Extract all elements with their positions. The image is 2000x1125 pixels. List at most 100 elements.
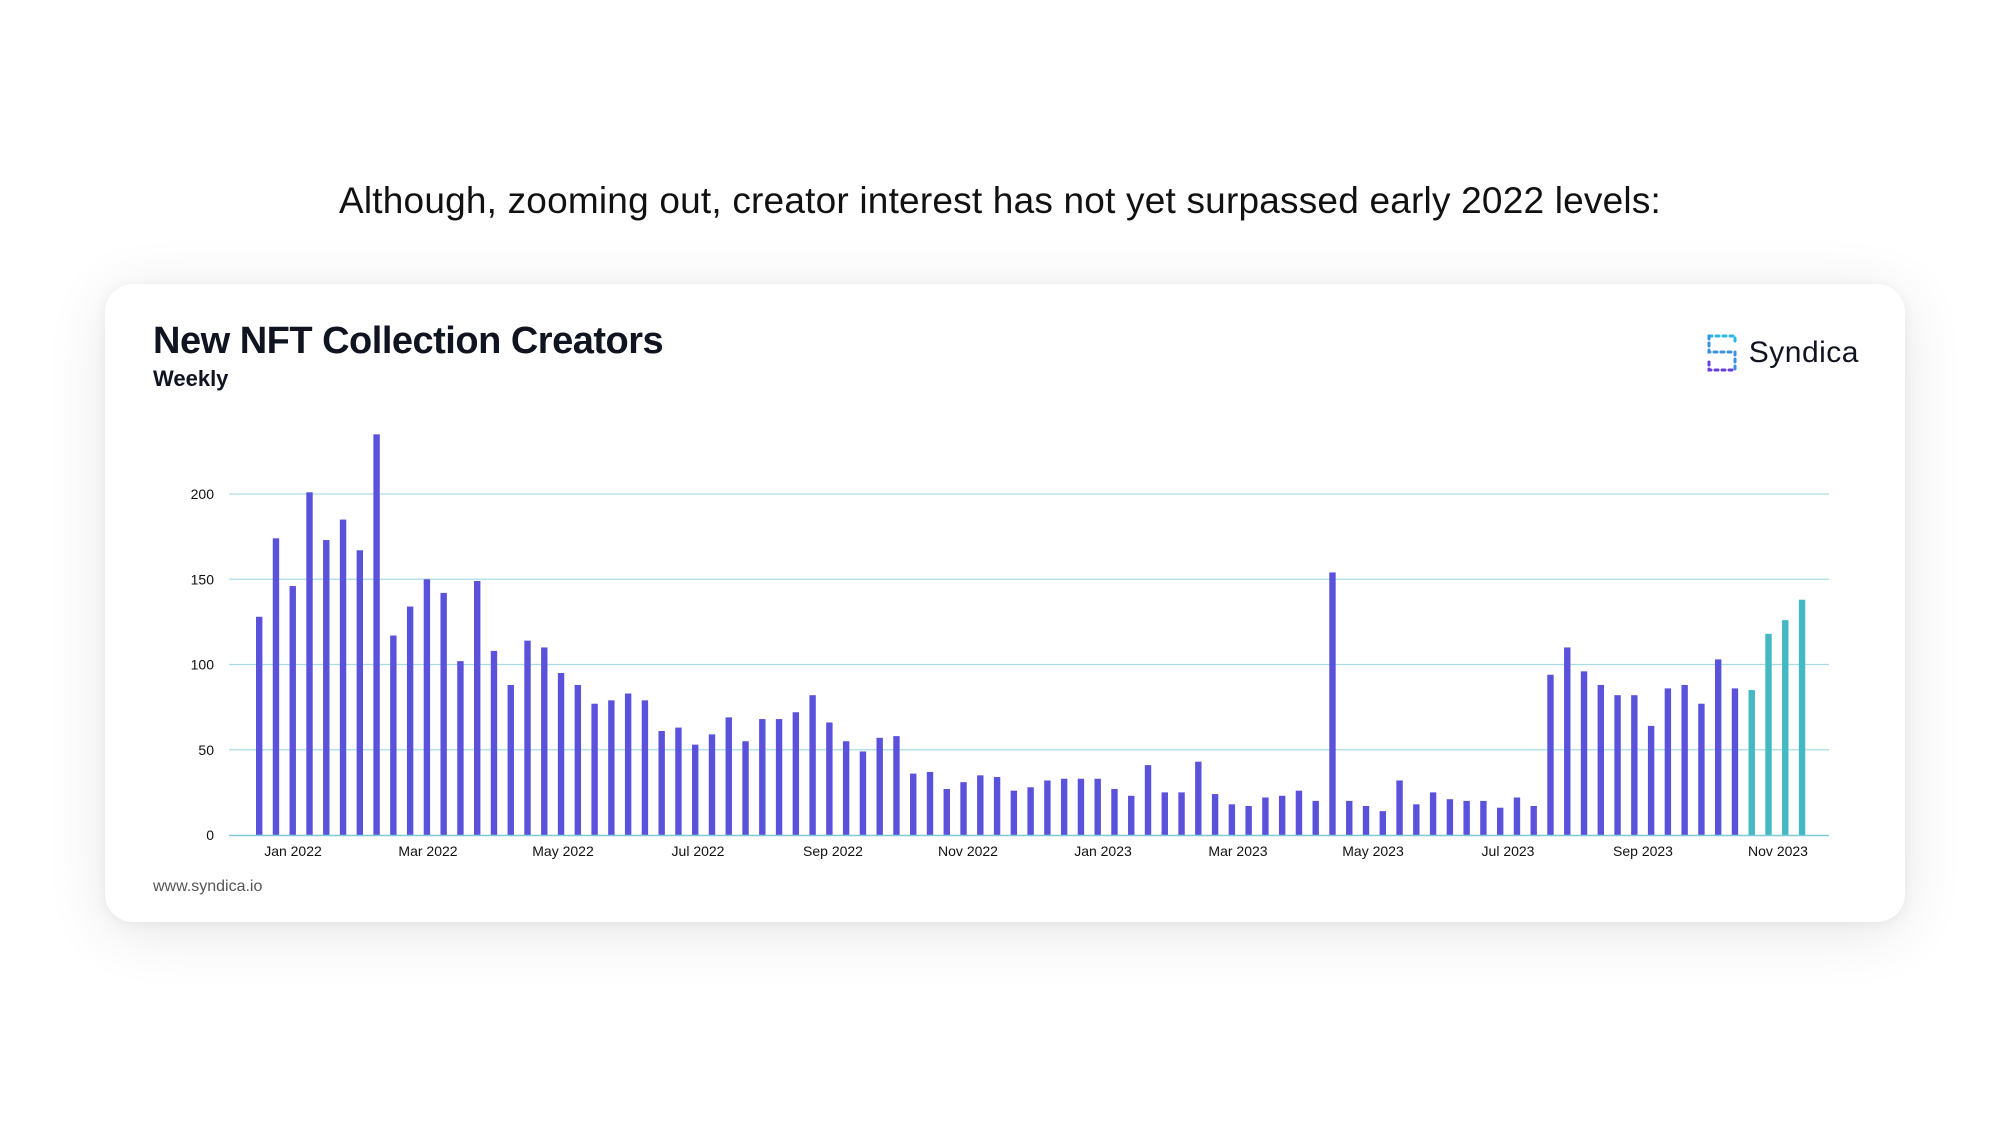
bar bbox=[1664, 688, 1672, 835]
bar bbox=[1111, 788, 1118, 835]
bar bbox=[1228, 804, 1236, 835]
chart-title: New NFT Collection Creators bbox=[153, 320, 664, 362]
bar bbox=[1463, 800, 1470, 835]
headline: Although, zooming out, creator interest … bbox=[338, 180, 1662, 221]
bar bbox=[1714, 659, 1722, 835]
bar bbox=[1429, 792, 1437, 836]
bar bbox=[809, 695, 816, 835]
bar bbox=[1027, 787, 1034, 835]
footer-url: www.syndica.io bbox=[153, 878, 263, 895]
grid-lines bbox=[229, 493, 1829, 751]
bar bbox=[356, 550, 364, 835]
x-tick-label: Jan 2023 bbox=[1074, 843, 1132, 859]
bar bbox=[658, 731, 665, 835]
bar bbox=[490, 650, 498, 835]
bar bbox=[507, 684, 514, 835]
bar bbox=[725, 717, 732, 835]
x-tick-label: Jan 2022 bbox=[264, 843, 322, 859]
bar bbox=[876, 737, 883, 835]
brand-name: Syndica bbox=[1748, 336, 1859, 369]
y-tick-label: 50 bbox=[198, 742, 214, 758]
bar bbox=[1128, 795, 1135, 835]
bar bbox=[524, 640, 531, 835]
bar bbox=[390, 635, 397, 835]
bar bbox=[708, 734, 716, 835]
x-tick-label: Jul 2022 bbox=[672, 843, 725, 859]
bar bbox=[1329, 572, 1336, 835]
bar bbox=[1748, 690, 1755, 835]
bar bbox=[339, 519, 347, 835]
bar bbox=[1446, 799, 1454, 835]
bar bbox=[1496, 807, 1504, 835]
bar bbox=[474, 580, 481, 835]
bar bbox=[406, 606, 414, 835]
bar bbox=[272, 538, 280, 835]
bar bbox=[574, 684, 582, 835]
bar bbox=[1010, 790, 1018, 835]
bar bbox=[1631, 695, 1638, 835]
bar bbox=[1798, 599, 1806, 835]
x-tick-label: May 2023 bbox=[1342, 843, 1404, 859]
y-tick-label: 0 bbox=[206, 827, 214, 843]
x-axis-ticks: Jan 2022 Mar 2022 May 2022 Jul 2022 Sep 2022… bbox=[264, 843, 1808, 859]
bar bbox=[541, 647, 548, 835]
bar bbox=[1647, 725, 1655, 835]
bar bbox=[1513, 797, 1521, 835]
bar bbox=[1094, 778, 1101, 835]
bar bbox=[1681, 684, 1688, 835]
bar bbox=[692, 744, 699, 835]
bar bbox=[926, 771, 934, 835]
bar bbox=[1178, 792, 1185, 836]
bar bbox=[1195, 761, 1202, 835]
bar bbox=[859, 751, 867, 835]
bar bbox=[1312, 800, 1319, 835]
bar bbox=[1346, 800, 1353, 835]
bar bbox=[591, 703, 598, 835]
bar bbox=[943, 788, 950, 835]
bar bbox=[323, 540, 330, 835]
bar bbox=[826, 722, 833, 835]
bar bbox=[1547, 674, 1554, 835]
bar bbox=[842, 741, 850, 835]
bar bbox=[1597, 684, 1604, 835]
chart-subtitle: Weekly bbox=[153, 366, 229, 391]
bar bbox=[1765, 633, 1772, 835]
x-tick-label: Sep 2022 bbox=[803, 843, 863, 859]
bar bbox=[742, 741, 749, 835]
bar bbox=[1262, 797, 1269, 835]
bar bbox=[608, 700, 615, 835]
bar bbox=[1211, 794, 1219, 835]
y-tick-label: 200 bbox=[191, 486, 215, 502]
bar bbox=[1731, 688, 1739, 835]
y-tick-label: 100 bbox=[191, 657, 215, 673]
bar bbox=[557, 673, 565, 835]
bar bbox=[641, 700, 649, 835]
bar bbox=[289, 586, 296, 835]
bar bbox=[960, 782, 967, 835]
bar bbox=[993, 777, 1001, 835]
y-tick-label: 150 bbox=[191, 571, 215, 587]
x-tick-label: Mar 2022 bbox=[398, 843, 457, 859]
bar bbox=[1530, 806, 1537, 835]
x-tick-label: Nov 2022 bbox=[938, 843, 998, 859]
bar bbox=[1614, 695, 1621, 835]
syndica-logo-icon bbox=[1707, 334, 1737, 372]
bar bbox=[910, 773, 917, 835]
bar bbox=[1077, 778, 1085, 835]
x-tick-label: Mar 2023 bbox=[1208, 843, 1267, 859]
bar bbox=[1396, 780, 1403, 835]
bar bbox=[256, 616, 263, 835]
bar bbox=[1782, 620, 1789, 835]
x-tick-label: Sep 2023 bbox=[1613, 843, 1673, 859]
bar bbox=[306, 492, 313, 835]
bar bbox=[1480, 800, 1487, 835]
bar bbox=[893, 736, 900, 835]
x-tick-label: Nov 2023 bbox=[1748, 843, 1808, 859]
bar bbox=[1295, 790, 1303, 835]
bar bbox=[1564, 647, 1571, 835]
bar bbox=[1161, 792, 1168, 836]
bar bbox=[1044, 780, 1051, 835]
bar bbox=[440, 592, 447, 835]
bar bbox=[759, 719, 766, 835]
bar bbox=[675, 727, 682, 835]
